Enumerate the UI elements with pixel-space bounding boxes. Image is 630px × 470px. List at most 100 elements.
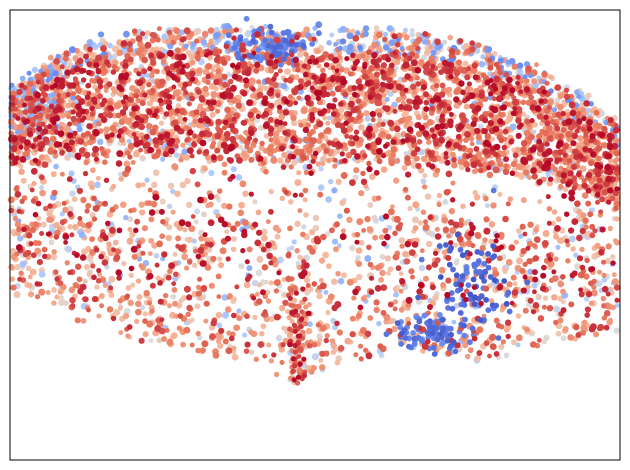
scatter-point — [102, 200, 108, 207]
scatter-point — [210, 91, 218, 98]
scatter-point — [140, 182, 146, 188]
scatter-point — [140, 250, 146, 256]
scatter-point — [53, 163, 59, 170]
scatter-point — [275, 334, 283, 342]
scatter-point — [614, 138, 620, 144]
scatter-point — [404, 258, 411, 265]
scatter-point — [61, 200, 67, 206]
scatter-point — [125, 333, 131, 339]
scatter-point — [173, 271, 179, 277]
scatter-point — [184, 265, 190, 271]
scatter-point — [383, 44, 390, 51]
scatter-point — [420, 178, 427, 185]
scatter-point — [300, 107, 308, 115]
scatter-point — [235, 102, 242, 109]
scatter-point — [520, 140, 528, 147]
scatter-point — [469, 141, 475, 147]
scatter-point — [411, 216, 419, 224]
scatter-point — [214, 63, 221, 69]
scatter-point — [350, 28, 356, 34]
scatter-point — [442, 39, 448, 45]
scatter-point — [476, 151, 482, 157]
scatter-point — [215, 68, 222, 74]
scatter-point — [41, 161, 49, 169]
scatter-point — [439, 340, 445, 347]
scatter-point — [505, 258, 513, 266]
scatter-point — [353, 352, 359, 358]
scatter-point — [246, 246, 253, 253]
scatter-point — [186, 236, 193, 243]
scatter-point — [370, 117, 376, 123]
scatter-point — [192, 118, 199, 124]
scatter-point — [306, 343, 313, 349]
scatter-point — [398, 288, 404, 294]
scatter-point — [320, 67, 326, 73]
scatter-point — [439, 82, 446, 89]
scatter-point — [319, 282, 327, 290]
scatter-point — [415, 45, 421, 52]
scatter-point — [124, 165, 132, 173]
scatter-point — [221, 81, 228, 88]
scatter-point — [47, 54, 54, 61]
scatter-point — [264, 77, 272, 85]
scatter-point — [268, 280, 274, 286]
scatter-point — [496, 255, 503, 262]
scatter-point — [422, 39, 428, 45]
scatter-point — [508, 57, 516, 65]
scatter-point — [495, 322, 502, 329]
scatter-point — [66, 114, 72, 120]
scatter-point — [225, 306, 232, 313]
scatter-point — [355, 98, 362, 104]
scatter-point — [23, 146, 29, 151]
scatter-point — [336, 329, 343, 336]
scatter-point — [600, 295, 607, 302]
scatter-point — [253, 67, 260, 74]
scatter-point — [116, 49, 123, 57]
scatter-point — [130, 282, 136, 288]
scatter-point — [562, 326, 569, 332]
scatter-point — [264, 289, 271, 296]
scatter-point — [371, 41, 378, 49]
scatter-point — [360, 170, 366, 177]
scatter-point — [522, 74, 528, 80]
scatter-point — [99, 303, 105, 309]
scatter-point — [200, 39, 207, 46]
scatter-point — [69, 296, 76, 304]
scatter-point — [570, 246, 576, 252]
scatter-point — [10, 284, 17, 291]
scatter-point — [577, 271, 585, 279]
scatter-point — [366, 244, 372, 251]
scatter-point — [50, 253, 58, 261]
scatter-point — [318, 357, 324, 363]
scatter-point — [323, 147, 330, 154]
scatter-point — [326, 263, 332, 269]
scatter-point — [410, 83, 417, 91]
scatter-point — [611, 278, 619, 286]
scatter-point — [362, 30, 369, 38]
scatter-point — [95, 175, 101, 181]
scatter-point — [601, 272, 607, 278]
scatter-point — [487, 64, 494, 71]
scatter-point — [51, 249, 57, 255]
scatter-point — [295, 303, 302, 310]
scatter-point — [387, 90, 394, 97]
scatter-point — [109, 124, 117, 132]
scatter-point — [330, 65, 336, 71]
scatter-point — [90, 263, 96, 269]
scatter-point — [580, 107, 586, 113]
scatter-point — [230, 236, 237, 242]
scatter-point — [546, 104, 553, 111]
scatter-point — [325, 309, 331, 316]
scatter-point — [281, 152, 288, 159]
scatter-point — [67, 224, 73, 230]
scatter-point — [414, 155, 420, 162]
scatter-point — [134, 93, 140, 99]
scatter-point — [482, 237, 488, 243]
scatter-point — [560, 274, 566, 280]
scatter-point — [156, 148, 162, 154]
scatter-point — [422, 223, 430, 231]
scatter-point — [177, 313, 184, 319]
scatter-point — [399, 45, 405, 51]
scatter-point — [360, 53, 366, 59]
scatter-point — [333, 41, 339, 47]
